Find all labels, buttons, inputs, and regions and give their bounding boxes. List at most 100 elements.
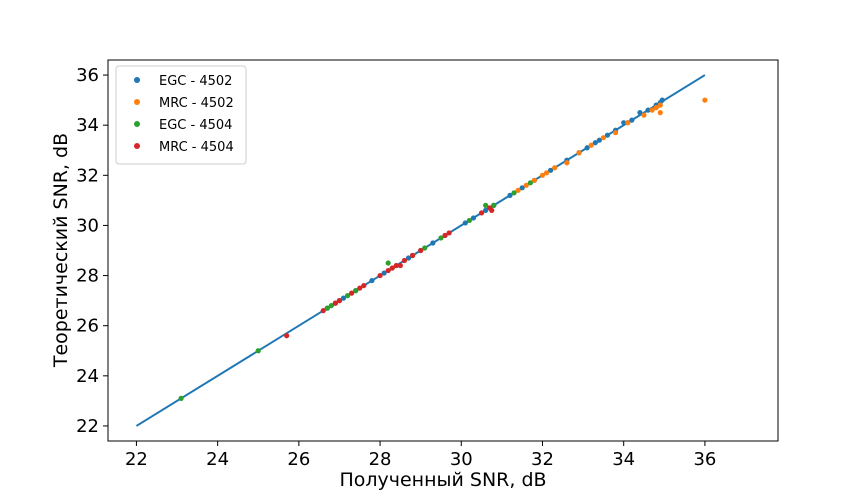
x-tick-label: 28	[369, 449, 392, 470]
data-point	[625, 120, 631, 126]
data-point	[401, 257, 408, 264]
legend-label: EGC - 4502	[159, 74, 232, 89]
data-point	[548, 167, 554, 173]
data-point	[653, 105, 659, 111]
x-axis-label: Полученный SNR, dB	[339, 469, 546, 491]
data-point	[284, 333, 290, 339]
legend-marker	[134, 77, 140, 83]
data-point	[369, 277, 375, 284]
data-point	[381, 270, 387, 276]
data-point	[320, 308, 326, 314]
data-point	[523, 182, 529, 188]
data-point	[483, 202, 489, 208]
data-point	[519, 185, 525, 191]
legend-marker	[134, 121, 140, 127]
y-tick-label: 26	[76, 316, 99, 337]
x-tick-label: 36	[693, 449, 716, 470]
y-axis: 22 24 26 28 30 32 34 36	[76, 65, 108, 437]
data-point	[389, 265, 395, 271]
data-point	[349, 290, 355, 296]
data-point	[612, 130, 619, 136]
data-point	[659, 97, 665, 103]
data-point	[657, 102, 663, 108]
data-point	[393, 262, 399, 269]
data-point	[641, 112, 647, 118]
data-point	[438, 235, 444, 241]
data-point	[702, 97, 708, 103]
plot-area	[107, 59, 779, 442]
y-tick-label: 28	[76, 266, 99, 287]
data-point	[255, 348, 261, 354]
data-point	[592, 140, 598, 146]
data-point	[344, 293, 351, 299]
y-axis-label: Теоретический SNR, dB	[50, 133, 72, 368]
x-tick-label: 32	[531, 449, 554, 470]
data-points-layer	[178, 97, 708, 401]
y-tick-label: 32	[76, 165, 99, 186]
y-tick-label: 22	[76, 416, 99, 437]
data-point	[340, 295, 347, 301]
x-tick-label: 24	[206, 449, 229, 470]
y-tick-label: 24	[76, 366, 99, 387]
data-point	[332, 300, 338, 306]
data-point	[491, 202, 497, 208]
legend-label: EGC - 4504	[159, 118, 232, 133]
data-point	[588, 142, 594, 148]
data-point	[397, 262, 403, 269]
data-point	[377, 272, 383, 279]
x-tick-label: 34	[612, 449, 635, 470]
data-point	[527, 180, 533, 186]
data-point	[576, 150, 582, 156]
data-point	[328, 303, 334, 309]
data-point	[324, 305, 330, 311]
data-point	[353, 288, 359, 294]
data-point	[422, 245, 428, 251]
data-point	[405, 255, 412, 261]
data-point	[361, 282, 367, 289]
legend: EGC - 4502 MRC - 4502 EGC - 4504 MRC - 4504	[115, 65, 247, 165]
data-point	[446, 230, 452, 236]
legend-marker	[134, 143, 140, 149]
y-tick-label: 34	[76, 115, 99, 136]
data-point	[478, 210, 485, 216]
data-point	[564, 160, 570, 166]
data-point	[178, 395, 184, 401]
data-point	[442, 232, 448, 239]
data-point	[600, 135, 606, 141]
legend-box	[115, 65, 247, 165]
data-point	[604, 132, 611, 138]
data-point	[511, 190, 517, 196]
legend-marker	[134, 99, 140, 105]
legend-label: MRC - 4502	[159, 96, 234, 111]
data-point	[596, 137, 602, 143]
data-point	[515, 187, 521, 193]
x-tick-label: 30	[450, 449, 473, 470]
x-axis: 22 24 26 28 30 32 34 36	[125, 441, 716, 470]
data-point	[470, 215, 477, 221]
data-point	[462, 220, 468, 226]
data-point	[409, 252, 416, 259]
data-point	[584, 145, 590, 151]
y-tick-label: 36	[76, 65, 99, 86]
x-tick-label: 22	[125, 449, 148, 470]
data-point	[489, 207, 495, 213]
data-point	[336, 298, 343, 304]
y-tick-label: 30	[76, 215, 99, 236]
data-point	[483, 207, 489, 213]
data-point	[357, 285, 363, 291]
data-point	[629, 117, 635, 123]
data-point	[657, 110, 663, 116]
data-point	[430, 240, 436, 246]
data-point	[645, 107, 651, 113]
data-point	[621, 120, 627, 126]
data-point	[543, 170, 550, 176]
data-point	[507, 192, 513, 198]
data-point	[385, 260, 391, 266]
data-point	[552, 165, 558, 171]
data-point	[649, 107, 655, 113]
data-point	[531, 177, 537, 183]
data-point	[539, 172, 546, 178]
data-point	[385, 267, 391, 274]
data-point	[418, 247, 424, 254]
